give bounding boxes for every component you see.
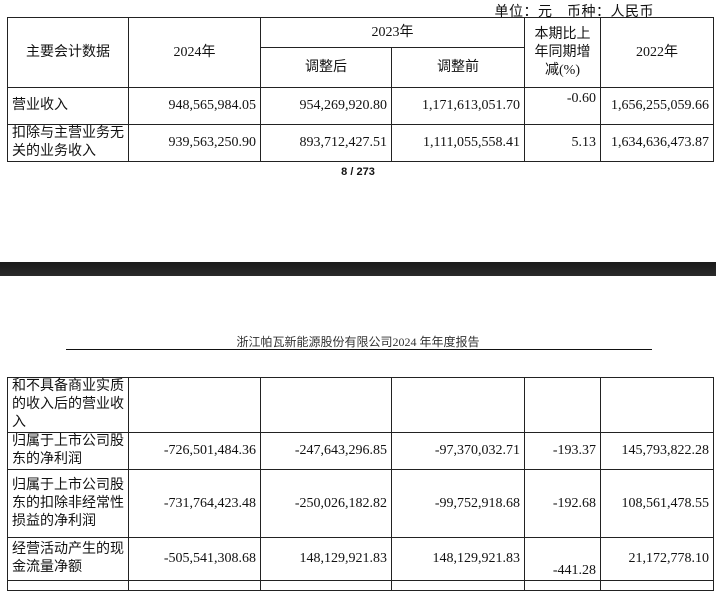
key-accounting-data-table-page-8: 主要会计数据 2024年 2023年 本期比上年同期增减(%) 2022年 调整…	[7, 17, 714, 162]
cell-2022: 1,634,636,473.87	[600, 124, 714, 162]
cell-adjusted: 954,269,920.80	[260, 87, 392, 125]
cell-adjusted: 893,712,427.51	[260, 124, 392, 162]
cell-2022: 145,793,822.28	[600, 432, 714, 470]
cell-before: 1,171,613,051.70	[391, 87, 525, 125]
cell-before: -99,752,918.68	[391, 469, 525, 538]
cell-2022: 108,561,478.55	[600, 469, 714, 538]
cell-change: -192.68	[524, 469, 601, 538]
header-2023: 2023年	[260, 17, 525, 48]
cell-2024: -731,764,423.48	[128, 469, 261, 538]
header-before-adjust: 调整前	[391, 47, 525, 88]
cell-before: 148,129,921.83	[391, 537, 525, 581]
cell-2024	[128, 377, 261, 433]
header-2022: 2022年	[600, 17, 714, 88]
cell-adjusted: -250,026,182.82	[260, 469, 392, 538]
cell-change: -441.28	[524, 537, 601, 581]
row-label: 扣除与主营业务无关的业务收入	[7, 124, 129, 162]
header-item: 主要会计数据	[7, 17, 129, 88]
cell-2024: -726,501,484.36	[128, 432, 261, 470]
cell-2022: 1,656,255,059.66	[600, 87, 714, 125]
cell-2022	[600, 377, 714, 433]
cell-before: -97,370,032.71	[391, 432, 525, 470]
table-row: 经营活动产生的现金流量净额 -505,541,308.68 148,129,92…	[7, 537, 714, 581]
table-row: 归属于上市公司股东的净利润 -726,501,484.36 -247,643,2…	[7, 432, 714, 470]
cell-adjusted	[260, 377, 392, 433]
header-rule	[66, 349, 652, 350]
page-gap-divider	[0, 262, 716, 276]
row-label: 营业收入	[7, 87, 129, 125]
table-row: 归属于上市公司股东的扣除非经常性损益的净利润 -731,764,423.48 -…	[7, 469, 714, 538]
header-adjusted: 调整后	[260, 47, 392, 88]
cell-change: 5.13	[524, 124, 601, 162]
cell-change: -193.37	[524, 432, 601, 470]
row-label: 归属于上市公司股东的净利润	[7, 432, 129, 470]
row-label: 经营活动产生的现金流量净额	[7, 537, 129, 581]
unit-currency-note: 单位：元 币种：人民币	[494, 5, 654, 20]
cell-change	[524, 377, 601, 433]
cell-change: -0.60	[524, 87, 601, 125]
row-label: 和不具备商业实质的收入后的营业收入	[7, 377, 129, 433]
cell-2024: 948,565,984.05	[128, 87, 261, 125]
cell-before: 1,111,055,558.41	[391, 124, 525, 162]
cell-adjusted: -247,643,296.85	[260, 432, 392, 470]
cell-2024: -505,541,308.68	[128, 537, 261, 581]
cell-adjusted: 148,129,921.83	[260, 537, 392, 581]
running-header: 浙江帕瓦新能源股份有限公司2024 年年度报告	[236, 335, 480, 349]
key-accounting-data-table-page-9: 和不具备商业实质的收入后的营业收入 归属于上市公司股东的净利润 -726,501…	[7, 377, 714, 591]
row-label: 归属于上市公司股东的扣除非经常性损益的净利润	[7, 469, 129, 538]
cell-2022: 21,172,778.10	[600, 537, 714, 581]
header-change: 本期比上年同期增减(%)	[524, 17, 601, 88]
page-indicator: 8 / 273	[341, 166, 375, 178]
cell-2024: 939,563,250.90	[128, 124, 261, 162]
table-row: 营业收入 948,565,984.05 954,269,920.80 1,171…	[7, 87, 714, 125]
table-row: 扣除与主营业务无关的业务收入 939,563,250.90 893,712,42…	[7, 124, 714, 162]
table-row: 和不具备商业实质的收入后的营业收入	[7, 377, 714, 433]
cell-before	[391, 377, 525, 433]
header-2024: 2024年	[128, 17, 261, 88]
